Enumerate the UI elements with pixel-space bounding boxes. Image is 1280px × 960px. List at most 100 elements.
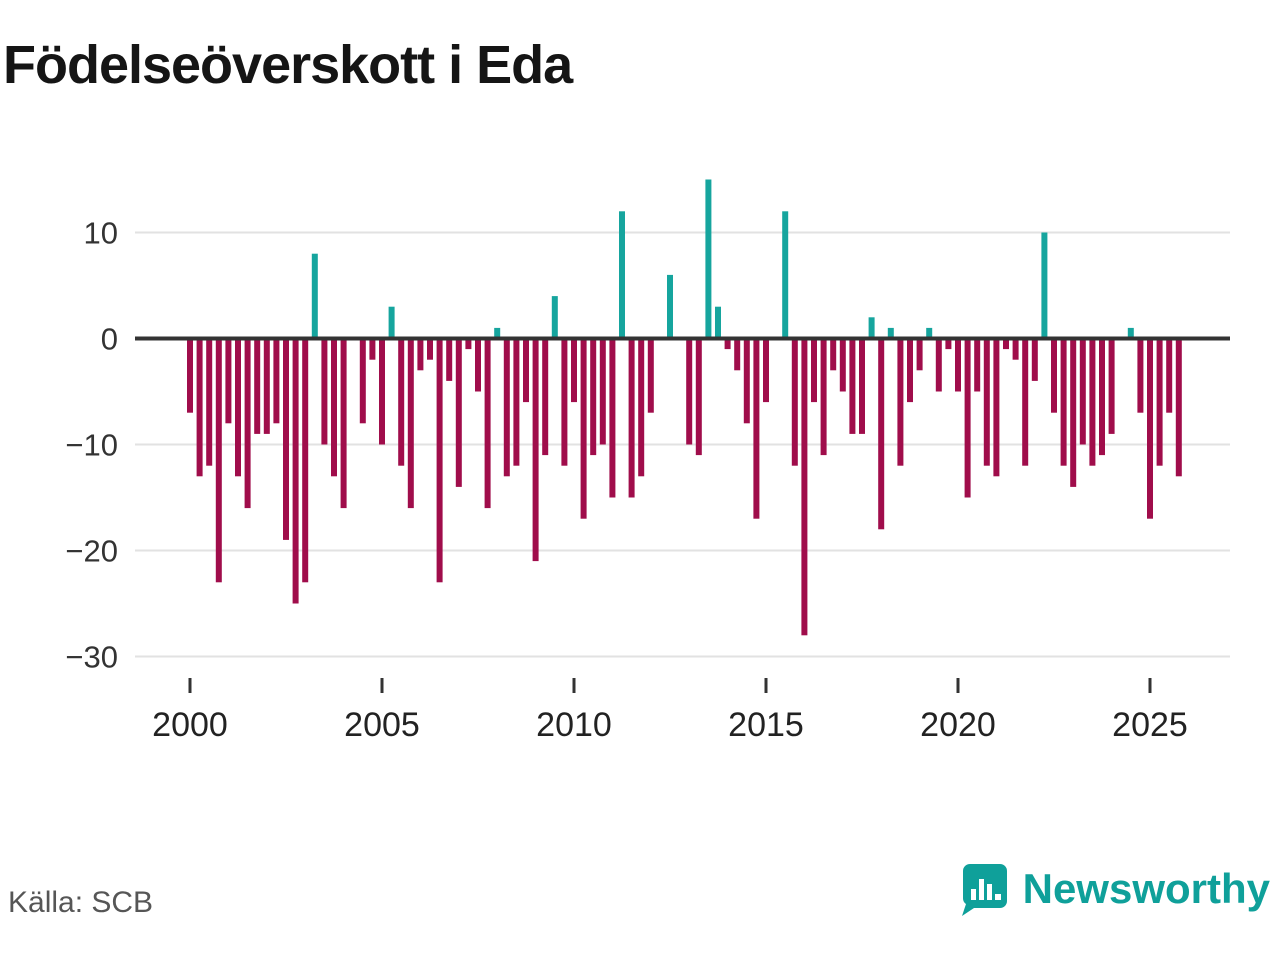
y-tick-label: 0 <box>101 322 118 357</box>
bar-negative <box>753 338 760 519</box>
bar-negative <box>407 338 414 509</box>
bar-negative <box>638 338 645 477</box>
newsworthy-logo: Newsworthy <box>957 862 1270 916</box>
bar-negative <box>590 338 597 456</box>
bar-positive <box>311 253 318 339</box>
bar-negative <box>849 338 856 434</box>
bar-negative <box>916 338 923 371</box>
bar-negative <box>907 338 913 403</box>
bar-negative <box>801 338 808 636</box>
bar-positive <box>619 211 625 339</box>
bar-negative <box>417 338 424 371</box>
bar-positive <box>868 317 875 339</box>
bar-negative <box>820 338 827 456</box>
bar-positive <box>782 211 789 339</box>
bar-positive <box>887 327 894 339</box>
bar-negative <box>436 338 443 583</box>
bar-negative <box>599 338 606 445</box>
bar-negative <box>830 338 837 371</box>
bar-negative <box>446 338 453 381</box>
bar-negative <box>1166 338 1173 413</box>
bar-negative <box>791 338 798 466</box>
bar-negative <box>811 338 817 403</box>
bar-negative <box>734 338 741 371</box>
bar-negative <box>964 338 971 498</box>
bar-negative <box>1089 338 1096 466</box>
bar-negative <box>993 338 1000 477</box>
bar-negative <box>1137 338 1144 413</box>
bar-negative <box>628 338 635 498</box>
bar-negative <box>359 338 366 424</box>
bar-negative <box>571 338 577 403</box>
bar-negative <box>427 338 433 360</box>
bar-negative <box>763 338 769 403</box>
bar-negative <box>273 338 280 424</box>
bar-negative <box>283 338 289 540</box>
x-tick-label: 2025 <box>1112 706 1188 744</box>
bar-negative <box>1079 338 1086 445</box>
bar-negative <box>686 338 693 445</box>
bar-negative <box>302 338 309 583</box>
bar-positive <box>926 327 933 339</box>
bar-negative <box>839 338 846 392</box>
bar-negative <box>859 338 865 434</box>
bar-negative <box>561 338 568 466</box>
bar-negative <box>542 338 549 456</box>
bar-negative <box>1175 338 1182 477</box>
bar-negative <box>1156 338 1163 466</box>
birth-surplus-chart: 10 0 −10 −20 −30 2000 2005 2010 2015 2020 2025 <box>65 179 1230 744</box>
bar-negative <box>1051 338 1057 413</box>
bar-negative <box>1099 338 1105 456</box>
bar-negative <box>398 338 405 466</box>
newsworthy-logo-text: Newsworthy <box>1022 865 1270 912</box>
bar-negative <box>609 338 616 498</box>
bar-negative <box>340 338 347 509</box>
bar-negative <box>724 338 731 350</box>
bar-negative <box>263 338 270 434</box>
bar-positive <box>494 327 501 339</box>
bar-negative <box>321 338 328 445</box>
y-tick-label: −20 <box>65 534 118 569</box>
bar-negative <box>215 338 222 583</box>
bar-negative <box>369 338 376 360</box>
bar-negative <box>331 338 337 477</box>
newsworthy-logo-icon <box>957 862 1009 916</box>
bar-negative <box>235 338 241 477</box>
bar-negative <box>292 338 299 604</box>
bar-positive <box>1127 327 1134 339</box>
bar-negative <box>532 338 539 562</box>
x-tick-label: 2000 <box>152 706 228 744</box>
y-tick-label: −30 <box>65 640 118 675</box>
bar-negative <box>983 338 990 466</box>
bar-negative <box>379 338 385 445</box>
bar-negative <box>743 338 750 424</box>
bar-positive <box>388 306 395 339</box>
bar-negative <box>935 338 942 392</box>
x-tick-label: 2005 <box>344 706 420 744</box>
x-tick-label: 2020 <box>920 706 996 744</box>
bar-negative <box>1003 338 1009 350</box>
bar-positive <box>1041 232 1048 339</box>
bar-negative <box>196 338 203 477</box>
bar-positive <box>715 306 721 339</box>
bar-negative <box>945 338 952 350</box>
bar-negative <box>1108 338 1115 434</box>
bar-negative <box>455 338 462 487</box>
bar-negative <box>955 338 961 392</box>
bar-negative <box>1022 338 1029 466</box>
page-title: Födelseöverskott i Eda <box>3 35 573 95</box>
source-note: Källa: SCB <box>8 886 154 919</box>
bar-negative <box>974 338 981 392</box>
bar-negative <box>206 338 213 466</box>
bar-negative <box>878 338 885 530</box>
bar-negative <box>254 338 261 434</box>
bar-negative <box>244 338 251 509</box>
bar-negative <box>897 338 904 466</box>
bar-negative <box>580 338 587 519</box>
bar-positive <box>667 274 673 339</box>
bar-negative <box>225 338 232 424</box>
y-tick-label: 10 <box>84 216 118 251</box>
bar-negative <box>1012 338 1019 360</box>
bar-negative <box>503 338 510 477</box>
bar-negative <box>513 338 520 466</box>
